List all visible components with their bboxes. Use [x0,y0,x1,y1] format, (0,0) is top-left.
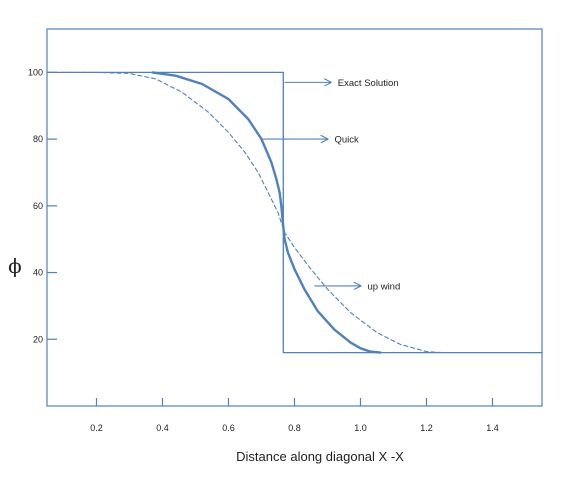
annotation-label-exact-solution: Exact Solution [338,78,399,89]
x-tick-label-0.6: 0.6 [222,423,235,433]
y-tick-label-80: 80 [33,134,43,144]
x-tick-label-1.2: 1.2 [420,423,433,433]
y-tick-label-20: 20 [33,334,43,344]
x-axis: 0.2 0.4 0.6 0.8 1.0 1.2 1.4 [90,398,499,433]
x-tick-label-1.0: 1.0 [354,423,367,433]
annotations: Exact Solution Quick up wind [261,78,401,292]
y-axis: 20 40 60 80 100 [28,67,57,344]
x-tick-label-0.2: 0.2 [90,423,103,433]
plot-frame [46,28,543,407]
y-tick-label-100: 100 [28,67,43,77]
x-tick-label-0.8: 0.8 [288,423,301,433]
series-lines [46,71,543,354]
annotation-label-up-wind: up wind [368,281,401,292]
annotation-label-quick: Quick [335,135,360,146]
y-tick-label-40: 40 [33,268,43,278]
x-tick-label-0.4: 0.4 [156,423,169,433]
x-axis-label: Distance along diagonal X -X [236,449,404,464]
x-tick-label-1.4: 1.4 [486,423,499,433]
series-quick [151,71,382,354]
series-up-wind [46,71,444,354]
y-axis-label: ϕ [8,254,22,278]
series-exact-solution [46,71,543,354]
y-tick-label-60: 60 [33,201,43,211]
